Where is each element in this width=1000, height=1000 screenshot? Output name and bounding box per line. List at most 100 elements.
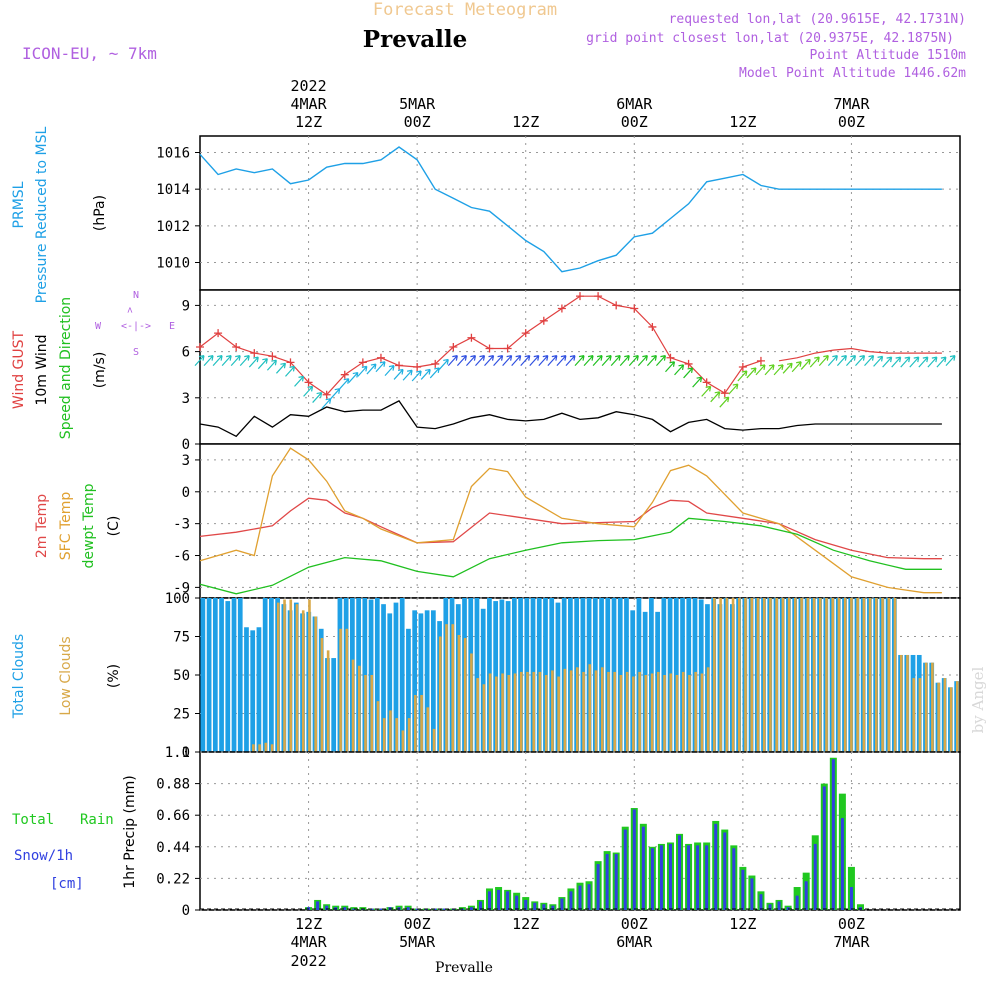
- low-cloud-bar: [956, 681, 959, 752]
- snow-bar: [813, 843, 817, 910]
- top-axis-label: 12Z: [512, 113, 539, 131]
- pressure-labels: PRMSL Pressure Reduced to MSL (hPa): [11, 126, 108, 303]
- low-cloud-bar: [862, 598, 866, 752]
- direction-arrow: [827, 355, 838, 367]
- low-cloud-bar: [613, 671, 617, 752]
- low-cloud-bar: [526, 671, 529, 752]
- pressure-panel: 1010 1012 1014 1016: [156, 135, 961, 291]
- low-cloud-bar: [395, 718, 398, 752]
- snow-bar: [614, 853, 618, 910]
- low-cloud-bar: [563, 668, 567, 752]
- low-cloud-bar: [301, 610, 305, 752]
- low-cloud-bar: [320, 638, 324, 752]
- low-cloud-bar: [451, 624, 455, 752]
- gust-marker: [521, 329, 530, 338]
- low-cloud-bar: [370, 675, 374, 752]
- direction-arrow: [800, 358, 811, 370]
- direction-arrow: [294, 375, 305, 387]
- low-cloud-bar: [669, 673, 673, 752]
- snow-bar: [687, 845, 691, 910]
- cm-label: [cm]: [50, 876, 84, 892]
- low-cloud-bar: [351, 659, 355, 752]
- low-cloud-bar: [731, 598, 735, 752]
- compass-e: E: [169, 321, 175, 332]
- low-cloud-bar: [470, 653, 473, 752]
- snow-bar: [506, 891, 510, 910]
- gust-marker: [431, 359, 440, 368]
- gust-marker: [503, 344, 512, 353]
- direction-arrow: [384, 365, 395, 377]
- low-cloud-bar: [694, 671, 697, 752]
- low-cloud-bar: [619, 675, 623, 752]
- low-cloud-bar: [725, 598, 729, 752]
- snow-bar: [497, 889, 501, 910]
- low-cloud-bar: [283, 599, 286, 752]
- snow-bar: [542, 904, 546, 910]
- direction-arrow: [565, 355, 576, 367]
- pressure-ytick-label-1: 1012: [156, 219, 190, 235]
- low-cloud-bar: [812, 598, 816, 752]
- gust-marker: [630, 304, 639, 313]
- low-cloud-bar: [482, 684, 486, 752]
- precip-ytick-label-2: 0.44: [156, 840, 190, 856]
- direction-arrow: [764, 364, 775, 376]
- temp-labels: 2m Temp SFC Temp dewpt Temp (C): [34, 483, 122, 568]
- snow-bar: [605, 853, 609, 910]
- total-cloud-bar: [424, 610, 430, 752]
- compass-w: W: [95, 321, 102, 332]
- direction-arrow: [221, 355, 232, 367]
- snow-bar: [795, 895, 799, 910]
- direction-arrow: [357, 365, 368, 377]
- low-cloud-bar: [794, 598, 797, 752]
- gust-marker: [467, 333, 476, 342]
- direction-arrow: [891, 356, 902, 368]
- footer-location: Prevalle: [435, 960, 493, 976]
- low-cloud-bar: [432, 728, 436, 752]
- wind-label: 10m Wind: [34, 334, 50, 405]
- direction-arrow: [511, 355, 522, 367]
- direction-arrow: [366, 363, 377, 375]
- direction-arrow: [529, 355, 540, 367]
- pressure-unit: (hPa): [92, 195, 108, 231]
- total-cloud-bar: [212, 598, 218, 752]
- direction-arrow: [909, 356, 920, 368]
- gust-marker: [738, 363, 747, 371]
- low-cloud-bar: [513, 673, 517, 752]
- direction-arrow: [493, 355, 504, 367]
- panels: 10101012101410160369-9-6-303025507510000…: [156, 135, 961, 919]
- direction-arrow: [655, 355, 667, 367]
- low-cloud-bar: [924, 662, 928, 752]
- direction-arrow: [710, 391, 721, 403]
- snow-bar: [668, 843, 672, 910]
- snow-bar: [840, 818, 844, 910]
- total-cloud-bar: [225, 601, 231, 752]
- low-cloud-bar: [775, 598, 778, 752]
- direction-arrow: [502, 355, 513, 367]
- direction-arrow: [538, 355, 549, 367]
- direction-arrow: [556, 355, 567, 367]
- low-cloud-bar: [420, 695, 423, 752]
- low-cloud-bar: [600, 667, 604, 752]
- low-cloud-bar: [781, 598, 785, 752]
- gust-marker: [756, 356, 765, 365]
- direction-arrow: [674, 364, 685, 376]
- total-cloud-bar: [474, 598, 480, 752]
- low-cloud-bar: [663, 675, 666, 752]
- t2m-label: 2m Temp: [34, 494, 50, 558]
- snow-bar: [623, 829, 627, 910]
- cloud-ytick-label-0: 0: [182, 745, 190, 761]
- low-cloud-bar: [868, 598, 872, 752]
- prmsl-line: [199, 146, 942, 273]
- temp-ytick-label-4: 3: [182, 453, 190, 469]
- low-cloud-bar: [389, 710, 392, 752]
- top-axis-label: 00Z: [404, 113, 431, 131]
- cloud-ytick-label-1: 25: [173, 707, 190, 723]
- bottom-axis-label: 2022: [291, 952, 327, 970]
- snow-bar: [777, 901, 781, 910]
- wind-panel: 0 3 6 9: [182, 289, 961, 453]
- low-cloud-bar: [457, 634, 461, 752]
- total-cloud-bar: [244, 627, 249, 752]
- snow-bar: [750, 878, 754, 910]
- low-cloud-bar: [401, 730, 405, 752]
- direction-arrow: [275, 362, 287, 374]
